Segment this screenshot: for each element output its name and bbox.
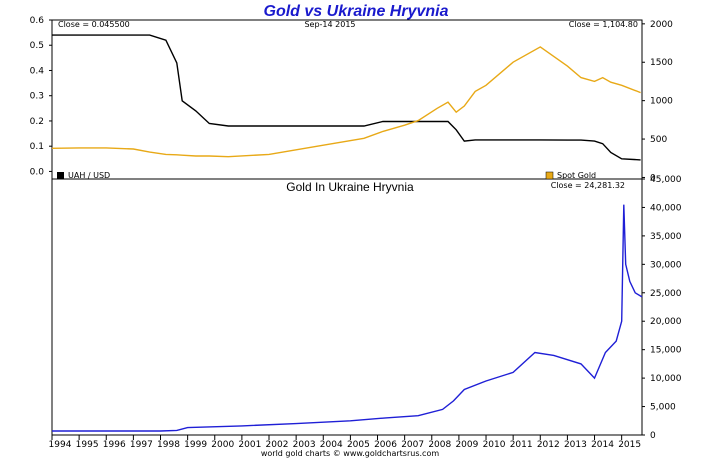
x-tick-label: 2015 <box>618 440 641 450</box>
x-tick-label: 2003 <box>293 440 316 450</box>
x-tick-label: 1997 <box>130 440 153 450</box>
bottom-right-tick-label: 45,000 <box>650 175 682 185</box>
footer-credit: world gold charts © www.goldchartsrus.co… <box>261 449 439 458</box>
top-left-tick-label: 0.4 <box>30 66 45 76</box>
x-tick-label: 1996 <box>103 440 126 450</box>
legend-uah-label: UAH / USD <box>68 171 110 180</box>
x-tick-label: 2000 <box>211 440 234 450</box>
x-tick-label: 2007 <box>401 440 424 450</box>
bottom-panel-frame <box>51 178 643 436</box>
x-tick-label: 2002 <box>266 440 289 450</box>
top-left-tick-label: 0.5 <box>30 41 44 51</box>
x-tick-label: 2001 <box>238 440 261 450</box>
bottom-right-tick-label: 10,000 <box>650 374 682 384</box>
bottom-close-right: Close = 24,281.32 <box>551 181 625 190</box>
x-tick-label: 2010 <box>483 440 506 450</box>
bottom-right-tick-label: 40,000 <box>650 203 682 213</box>
top-left-tick-label: 0.2 <box>30 117 44 127</box>
legend-gold-swatch <box>545 171 554 180</box>
top-close-right: Close = 1,104.80 <box>569 20 638 29</box>
x-tick-label: 1995 <box>76 440 99 450</box>
x-tick-label: 2012 <box>537 440 560 450</box>
bottom-right-tick-label: 30,000 <box>650 260 682 270</box>
x-tick-label: 2008 <box>428 440 451 450</box>
top-right-tick-label: 2000 <box>650 20 673 30</box>
x-tick-label: 2009 <box>455 440 478 450</box>
hryvnia-gold-series-line <box>52 204 643 432</box>
top-panel-frame <box>51 19 643 180</box>
bottom-right-tick-label: 20,000 <box>650 317 682 327</box>
bottom-right-tick-label: 25,000 <box>650 289 682 299</box>
x-tick-label: 1998 <box>157 440 180 450</box>
spot-gold-series-line <box>51 46 641 158</box>
bottom-right-tick-label: 0 <box>650 431 656 441</box>
top-right-tick-label: 1500 <box>650 58 673 68</box>
top-right-tick-label: 1000 <box>650 97 673 107</box>
bottom-right-tick-label: 5,000 <box>650 403 676 413</box>
bottom-panel-title: Gold In Ukraine Hryvnia <box>286 180 414 194</box>
uah-usd-series-line <box>52 34 641 161</box>
x-tick-label: 2014 <box>591 440 614 450</box>
top-left-tick-label: 0.1 <box>30 142 44 152</box>
x-tick-label: 2011 <box>510 440 533 450</box>
bottom-right-tick-label: 35,000 <box>650 232 682 242</box>
top-left-tick-label: 0.6 <box>30 16 45 26</box>
chart-title: Gold vs Ukraine Hryvnia <box>264 3 449 20</box>
legend-uah-swatch <box>57 172 64 179</box>
legend-gold-label: Spot Gold <box>557 171 596 180</box>
bottom-right-tick-label: 15,000 <box>650 346 682 356</box>
x-tick-label: 2013 <box>564 440 587 450</box>
top-left-tick-label: 0.0 <box>30 167 45 177</box>
x-tick-label: 1999 <box>184 440 207 450</box>
top-left-tick-label: 0.3 <box>30 92 44 102</box>
x-tick-label: 1994 <box>49 440 72 450</box>
x-tick-label: 2006 <box>374 440 397 450</box>
top-right-tick-label: 500 <box>650 135 667 145</box>
top-right-tick-label: 0 <box>650 173 656 183</box>
x-tick-label: 2005 <box>347 440 370 450</box>
top-close-left: Close = 0.045500 <box>58 20 130 29</box>
x-tick-label: 2004 <box>320 440 343 450</box>
top-date: Sep-14 2015 <box>304 20 355 29</box>
